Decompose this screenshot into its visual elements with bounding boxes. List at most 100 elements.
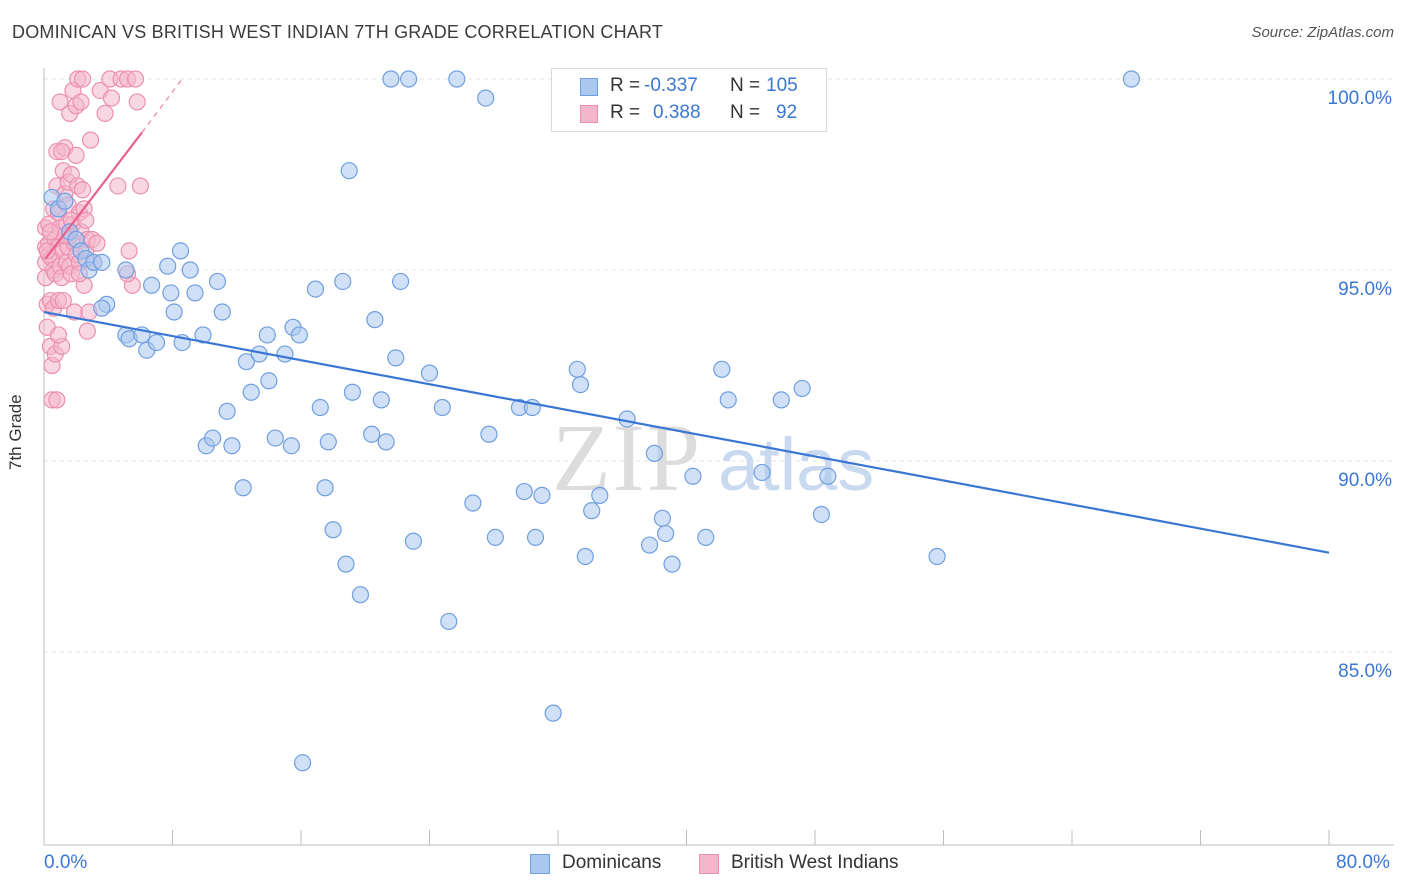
legend-row-dominicans: R = -0.337 N = 105 (552, 73, 826, 101)
dominican-point (213, 303, 231, 321)
dominican-point (618, 410, 636, 428)
dominican-point (159, 257, 177, 275)
dominican-point (334, 272, 352, 291)
dominican-point (324, 521, 342, 539)
dominican-point (477, 89, 495, 107)
legend-n-label: N = (730, 102, 761, 123)
legend-row-bwi: R = 0.388 N = 92 (552, 100, 826, 128)
dominican-point (812, 505, 831, 524)
dominican-point (290, 326, 308, 344)
dominican-point (640, 536, 659, 554)
dominican-point (576, 547, 594, 566)
dominican-point (433, 398, 451, 417)
legend-label-dominicans: Dominicans (562, 852, 662, 873)
dominican-point (571, 376, 590, 394)
dominican-point (404, 532, 423, 550)
legend-n-value: 92 (776, 102, 798, 123)
dominican-point (294, 754, 312, 772)
dominican-point (366, 311, 384, 329)
dominican-point (282, 437, 300, 455)
dominican-point (194, 326, 212, 344)
legend-n-value: 105 (766, 75, 798, 96)
dominican-point (819, 467, 837, 485)
dominican-point (117, 261, 135, 279)
dominican-point (260, 372, 278, 390)
bwi-point (120, 242, 138, 260)
dominican-point (645, 444, 663, 462)
dominican-point (697, 528, 715, 547)
legend-swatch-blue (580, 78, 598, 96)
bwi-point (128, 93, 146, 111)
dominican-point (372, 391, 390, 409)
bwi-points (37, 70, 149, 409)
dominican-point (143, 276, 161, 294)
legend-swatch-pink (580, 105, 598, 123)
bwi-point (54, 291, 72, 310)
dominican-point (793, 379, 811, 398)
dominican-point (568, 360, 586, 378)
dominican-point (591, 486, 609, 504)
watermark-atlas: atlas (718, 423, 874, 506)
dominican-point (56, 192, 74, 210)
x-tick-label-min: 0.0% (44, 852, 88, 873)
y-tick-labels: 85.0% 90.0% 95.0% 100.0% (1328, 88, 1393, 682)
bwi-point (51, 93, 69, 111)
dominican-point (440, 612, 458, 631)
dominican-point (218, 402, 236, 420)
dominican-point (486, 528, 504, 547)
dominican-point (319, 433, 337, 451)
dominican-point (515, 482, 533, 501)
dominican-point (663, 555, 681, 573)
dominican-point (316, 479, 334, 497)
bwi-point (131, 177, 149, 195)
dominican-point (351, 586, 370, 604)
dominican-point (928, 547, 946, 566)
dominican-point (753, 463, 771, 482)
dominican-point (363, 425, 381, 443)
dominican-point (387, 349, 405, 367)
bwi-point (102, 89, 121, 107)
dominican-trend-line (43, 310, 1330, 554)
bwi-point (81, 131, 100, 149)
bwi-point (67, 146, 85, 164)
legend-r-value: -0.337 (644, 75, 698, 96)
dominican-point (237, 353, 255, 371)
bwi-point (49, 326, 68, 344)
y-tick-label: 90.0% (1338, 470, 1392, 491)
dominican-point (583, 502, 601, 520)
dominican-point (93, 299, 111, 317)
bwi-point (96, 104, 114, 122)
dominican-point (544, 704, 562, 722)
bwi-point (73, 181, 92, 199)
legend-r-label: R = (610, 75, 641, 96)
dominican-point (684, 467, 702, 485)
legend-label-bwi: British West Indians (731, 852, 899, 873)
y-tick-label: 100.0% (1328, 88, 1393, 109)
y-axis-label: 7th Grade (6, 394, 25, 470)
dominican-point (480, 425, 498, 443)
dominican-point (165, 303, 183, 321)
bwi-point (48, 391, 66, 409)
y-tick-label: 95.0% (1338, 279, 1392, 300)
legend-swatch-pink (699, 854, 719, 874)
dominican-point (772, 391, 790, 409)
legend-swatch-blue (530, 854, 550, 874)
dominican-point (276, 345, 294, 363)
dominican-point (377, 433, 395, 451)
dominican-point (242, 383, 260, 401)
bwi-point (41, 223, 60, 241)
dominican-point (391, 272, 410, 291)
dominican-point (420, 364, 439, 382)
bwi-trend-line (44, 131, 143, 260)
bwi-point (38, 242, 56, 260)
dominican-point (208, 272, 227, 291)
dominican-point (266, 429, 284, 447)
legend-r-label: R = (610, 102, 641, 123)
legend-n-label: N = (730, 75, 761, 96)
dominican-point (147, 333, 166, 352)
dominican-point (464, 494, 482, 512)
dominican-point (719, 391, 737, 409)
dominican-point (223, 437, 241, 455)
bwi-point (88, 234, 106, 252)
